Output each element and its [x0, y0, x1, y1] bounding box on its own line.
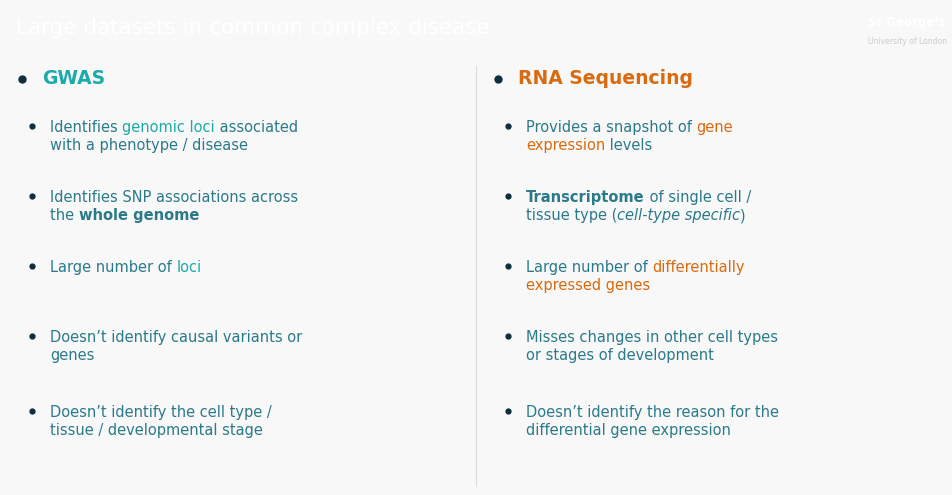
Text: genomic loci: genomic loci — [123, 120, 215, 135]
Text: St George’s: St George’s — [868, 16, 946, 29]
Text: tissue type (: tissue type ( — [526, 208, 618, 223]
Text: gene: gene — [697, 120, 733, 135]
Text: Identifies: Identifies — [50, 120, 123, 135]
Text: Misses changes in other cell types: Misses changes in other cell types — [526, 330, 778, 345]
Text: levels: levels — [605, 138, 652, 153]
Text: ): ) — [741, 208, 746, 223]
Text: cell-type specific: cell-type specific — [618, 208, 741, 223]
Text: GWAS: GWAS — [42, 69, 105, 89]
Text: genes: genes — [50, 348, 94, 363]
Text: Large number of: Large number of — [50, 260, 176, 275]
Text: Large number of: Large number of — [526, 260, 652, 275]
Text: RNA Sequencing: RNA Sequencing — [518, 69, 693, 89]
Text: Provides a snapshot of: Provides a snapshot of — [526, 120, 697, 135]
Text: the: the — [50, 208, 79, 223]
Text: expressed genes: expressed genes — [526, 278, 650, 293]
Text: with a phenotype / disease: with a phenotype / disease — [50, 138, 248, 153]
Text: differential gene expression: differential gene expression — [526, 423, 731, 438]
Text: associated: associated — [215, 120, 298, 135]
Text: Identifies SNP associations across: Identifies SNP associations across — [50, 190, 298, 205]
Text: loci: loci — [176, 260, 202, 275]
Text: University of London: University of London — [868, 37, 947, 46]
Text: Doesn’t identify the reason for the: Doesn’t identify the reason for the — [526, 405, 779, 420]
Text: or stages of development: or stages of development — [526, 348, 714, 363]
Text: whole genome: whole genome — [79, 208, 199, 223]
Text: Doesn’t identify the cell type /: Doesn’t identify the cell type / — [50, 405, 271, 420]
Text: Doesn’t identify causal variants or: Doesn’t identify causal variants or — [50, 330, 302, 345]
Text: Transcriptome: Transcriptome — [526, 190, 645, 205]
Text: Large datasets in common complex disease: Large datasets in common complex disease — [16, 18, 489, 39]
Text: expression: expression — [526, 138, 605, 153]
Text: tissue / developmental stage: tissue / developmental stage — [50, 423, 263, 438]
Text: of single cell /: of single cell / — [645, 190, 751, 205]
Text: differentially: differentially — [652, 260, 744, 275]
